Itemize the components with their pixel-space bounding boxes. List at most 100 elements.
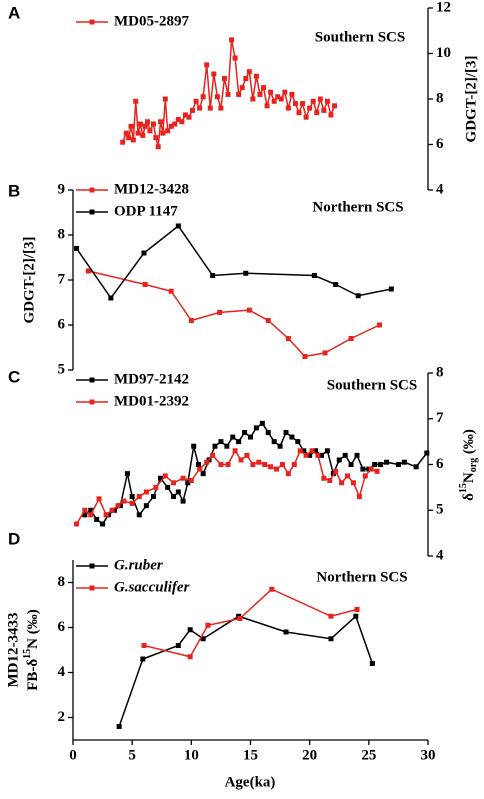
point (153, 135, 159, 141)
point (324, 448, 330, 454)
point (187, 654, 193, 660)
y-label-part: 15 (22, 649, 33, 659)
point (268, 89, 274, 95)
y-tick-label: 6 (436, 136, 444, 152)
point (185, 480, 191, 486)
point (232, 55, 238, 61)
legend-marker (89, 187, 95, 193)
point (186, 114, 192, 120)
panel-title: Southern SCS (315, 29, 405, 45)
y-tick-label: 6 (436, 456, 444, 472)
y-tick-label: 6 (58, 619, 66, 635)
legend-label: MD97-2142 (114, 371, 189, 387)
point (296, 110, 302, 116)
point (150, 494, 156, 500)
point (124, 471, 130, 477)
point (150, 121, 156, 127)
point (217, 309, 223, 315)
point (129, 494, 135, 500)
legend-label: G.ruber (114, 557, 163, 573)
point (141, 250, 147, 256)
point (321, 107, 327, 113)
point (82, 512, 88, 518)
legend-marker (89, 19, 95, 25)
point (158, 475, 164, 481)
y-label-part: 15 (458, 483, 469, 493)
y-tick-label: 4 (58, 664, 66, 680)
y-label-part: FB-δ (25, 659, 41, 691)
y-tick-label: 2 (58, 709, 66, 725)
point (374, 468, 380, 474)
point (242, 429, 248, 435)
point (88, 512, 94, 518)
y-axis-label: δ15Norg (‰) (458, 429, 479, 501)
point (300, 101, 306, 107)
point (256, 459, 262, 465)
panel-label: A (8, 3, 20, 22)
y-axis-label: MD12-3433 (5, 613, 21, 688)
point (345, 473, 351, 479)
point (142, 123, 148, 129)
point (257, 91, 263, 97)
point (210, 452, 216, 458)
point (239, 85, 245, 91)
point (250, 462, 256, 467)
point (103, 512, 109, 518)
point (369, 661, 375, 666)
point (221, 76, 227, 82)
point (303, 452, 309, 458)
point (175, 116, 181, 122)
point (327, 478, 333, 484)
point (319, 452, 324, 458)
point (211, 71, 217, 77)
point (311, 273, 317, 278)
point (243, 270, 249, 276)
point (126, 135, 132, 141)
y-tick-label: 9 (58, 181, 66, 197)
point (108, 295, 114, 301)
point (236, 439, 242, 445)
point (187, 627, 193, 633)
point (285, 471, 291, 477)
point (137, 121, 143, 127)
point (314, 110, 320, 116)
legend-marker (89, 209, 95, 215)
point (384, 459, 390, 465)
legend-label: MD12-3428 (114, 181, 189, 197)
point (165, 128, 171, 134)
point (246, 307, 252, 313)
point (295, 439, 301, 445)
point (204, 62, 210, 68)
point (115, 503, 121, 509)
point (100, 521, 106, 527)
point (301, 448, 307, 454)
point (120, 139, 126, 145)
point (145, 119, 151, 125)
point (225, 91, 231, 97)
point (188, 318, 194, 323)
point (116, 724, 122, 729)
point (355, 293, 361, 299)
point (328, 112, 334, 118)
x-tick-label: 0 (69, 747, 77, 763)
point (372, 462, 378, 467)
point (248, 434, 253, 440)
point (275, 94, 281, 100)
legend-label: MD01-2392 (114, 393, 189, 409)
point (262, 462, 268, 467)
point (271, 98, 277, 104)
point (268, 464, 274, 470)
x-axis-label: Age(ka) (225, 774, 276, 790)
point (190, 107, 196, 113)
y-tick-label: 12 (436, 0, 451, 15)
point (348, 336, 354, 341)
series-line (118, 614, 374, 727)
point (153, 484, 159, 490)
point (328, 613, 334, 619)
point (230, 434, 236, 440)
point (136, 512, 142, 518)
point (195, 462, 201, 467)
y-tick-label: 8 (58, 226, 66, 242)
legend-marker (89, 377, 95, 383)
point (378, 462, 384, 467)
